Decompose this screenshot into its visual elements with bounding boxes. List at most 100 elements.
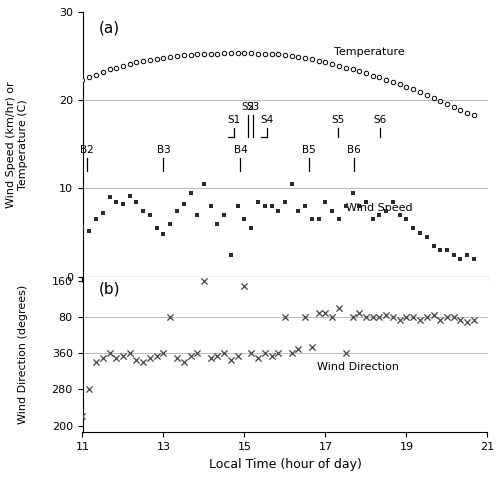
Point [308,215,316,223]
Point [436,246,444,254]
Point [186,352,194,359]
Point [342,202,349,210]
Point [430,242,438,250]
Point [362,313,370,321]
Point [260,202,268,210]
Point [193,350,201,357]
Point [335,215,343,223]
Point [301,313,309,321]
Point [86,227,94,235]
Point [207,354,215,362]
Point [106,193,114,201]
Point [180,200,188,208]
Text: S3: S3 [247,102,260,112]
Point [132,356,140,364]
Point [92,358,100,366]
Point [234,202,241,210]
Point [382,311,390,319]
Point [200,277,208,285]
Point [86,385,94,393]
Point [186,189,194,197]
Point [146,354,154,362]
Point [160,230,168,238]
Point [274,207,282,214]
Point [193,211,201,219]
Point [314,215,322,223]
Point [288,180,296,188]
Point [410,313,418,321]
Point [173,354,181,362]
Point [436,316,444,324]
Point [294,207,302,214]
Point [240,282,248,289]
Point [139,207,147,214]
Point [422,233,430,241]
Point [322,309,330,316]
Point [214,352,222,359]
Point [450,313,458,321]
Point [126,350,134,357]
Text: S6: S6 [374,115,387,125]
Point [119,352,127,359]
Text: Temperature: Temperature [334,47,404,57]
X-axis label: Local Time (hour of day): Local Time (hour of day) [208,457,362,470]
Point [166,313,174,321]
Text: (b): (b) [98,281,120,297]
Point [254,354,262,362]
Point [328,207,336,214]
Point [152,352,160,359]
Point [160,350,168,357]
Text: Wind Direction: Wind Direction [318,362,400,372]
Text: B4: B4 [234,145,247,155]
Point [396,316,404,324]
Point [314,309,322,316]
Point [322,198,330,206]
Point [348,189,356,197]
Point [234,352,241,359]
Point [112,354,120,362]
Point [173,207,181,214]
Point [126,192,134,199]
Point [227,356,235,364]
Point [362,198,370,206]
Point [328,313,336,321]
Point [92,215,100,223]
Point [166,220,174,227]
Point [456,316,464,324]
Point [132,198,140,206]
Text: B6: B6 [347,145,360,155]
Point [180,358,188,366]
Point [248,224,256,232]
Point [355,202,363,210]
Point [240,215,248,223]
Point [207,202,215,210]
Point [268,352,276,359]
Text: (a): (a) [98,20,120,35]
Point [139,358,147,366]
Point [463,251,471,258]
Point [214,220,222,227]
Point [112,198,120,206]
Point [450,251,458,258]
Point [470,316,478,324]
Point [382,207,390,214]
Point [200,180,208,188]
Point [281,313,289,321]
Point [430,311,438,319]
Point [402,313,410,321]
Text: Wind Speed: Wind Speed [346,203,412,213]
Point [274,350,282,357]
Point [369,313,377,321]
Point [268,202,276,210]
Point [463,318,471,326]
Point [294,345,302,353]
Text: S4: S4 [260,115,274,125]
Point [443,313,451,321]
Text: B2: B2 [80,145,94,155]
Point [220,350,228,357]
Text: B5: B5 [302,145,316,155]
Point [260,350,268,357]
Point [220,211,228,219]
Text: B3: B3 [156,145,170,155]
Point [78,412,86,420]
